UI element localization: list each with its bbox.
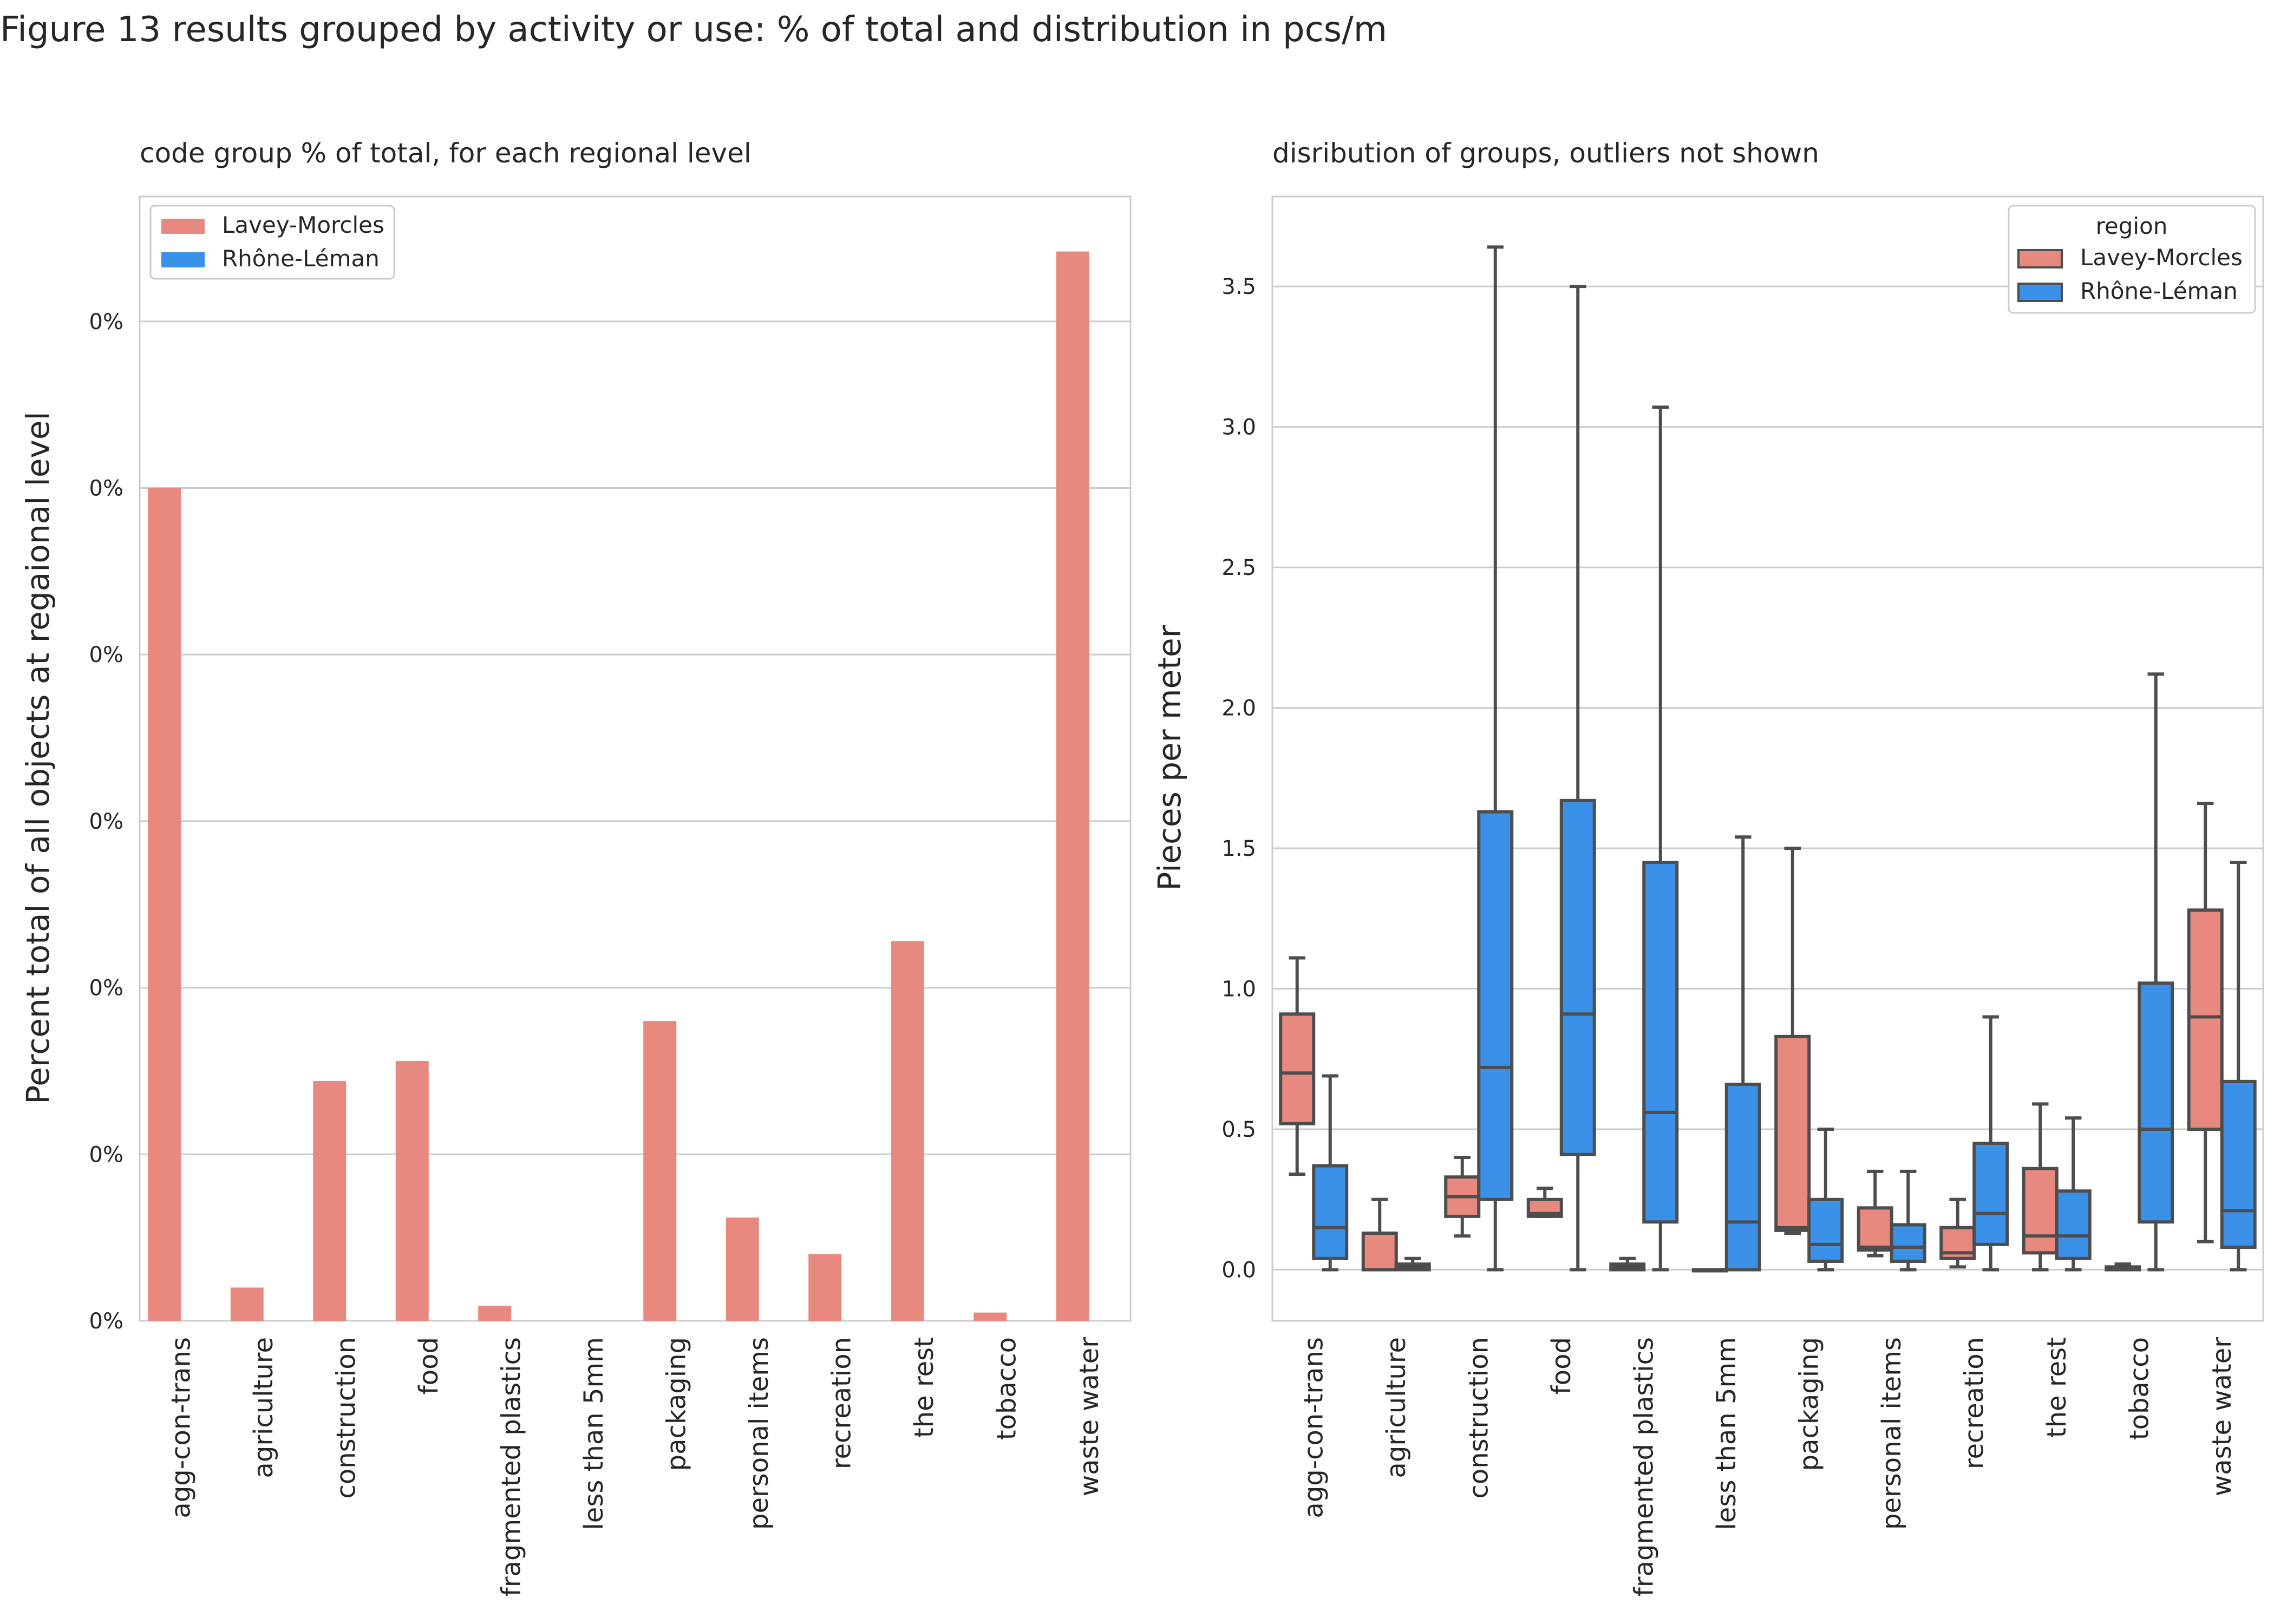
right-y-tick-label: 1.0	[1221, 977, 1256, 1002]
left-x-tick-label: food	[414, 1337, 444, 1394]
bar-lavey	[230, 1287, 264, 1321]
left-x-tick-label: recreation	[826, 1337, 857, 1469]
bar-lavey	[148, 488, 181, 1321]
box-lavey	[1774, 1034, 1811, 1232]
left-x-tick-label: less than 5mm	[579, 1337, 609, 1530]
box-rhone	[1807, 1197, 1844, 1263]
box-rhone	[2138, 981, 2174, 1224]
right-x-tick-label: packaging	[1794, 1337, 1824, 1471]
left-x-tick-label: agriculture	[249, 1337, 279, 1478]
bar-lavey	[478, 1306, 512, 1321]
right-legend-box	[2008, 205, 2256, 314]
left-legend-label: Lavey-Morcles	[222, 212, 384, 238]
right-x-tick-label: agriculture	[1381, 1337, 1412, 1478]
left-y-tick-label: 0%	[89, 643, 123, 667]
bar-lavey	[891, 941, 924, 1321]
box-lavey	[1857, 1206, 1893, 1252]
bar-lavey	[973, 1312, 1007, 1321]
bar-lavey	[808, 1254, 842, 1321]
right-plot-frame	[1271, 195, 2264, 1322]
left-chart-title: code group % of total, for each regional…	[140, 137, 752, 169]
right-legend-label: Rhône-Léman	[2080, 278, 2238, 304]
right-legend-swatch	[2017, 283, 2063, 302]
left-y-tick-label: 0%	[89, 310, 123, 335]
left-x-tick-label: tobacco	[991, 1337, 1022, 1440]
left-legend-swatch	[161, 219, 205, 234]
box-rhone	[1724, 1083, 1761, 1272]
right-x-tick-label: personal items	[1877, 1337, 1907, 1530]
right-x-tick-label: construction	[1463, 1337, 1494, 1499]
box-rhone	[1559, 798, 1596, 1156]
box-rhone	[2220, 1079, 2257, 1249]
right-x-tick-label: food	[1546, 1337, 1577, 1394]
bar-lavey	[1056, 251, 1089, 1321]
box-lavey	[1279, 1012, 1316, 1125]
box-rhone	[1972, 1141, 2009, 1246]
left-x-tick-label: construction	[331, 1337, 361, 1499]
right-x-tick-label: agg-con-trans	[1298, 1337, 1329, 1518]
right-y-tick-label: 2.0	[1221, 696, 1256, 721]
left-y-tick-label: 0%	[89, 1142, 123, 1167]
box-rhone	[2055, 1189, 2092, 1260]
bar-lavey	[313, 1081, 347, 1321]
left-legend-box	[149, 205, 395, 280]
right-legend-swatch	[2017, 249, 2063, 269]
right-y-tick-label: 3.0	[1221, 415, 1256, 440]
right-x-tick-label: fragmented plastics	[1629, 1337, 1659, 1596]
right-y-tick-label: 2.5	[1221, 555, 1256, 580]
box-lavey	[2022, 1167, 2059, 1255]
right-x-tick-label: the rest	[2042, 1337, 2072, 1438]
box-rhone	[1642, 861, 1679, 1224]
right-legend-label: Lavey-Morcles	[2080, 244, 2243, 271]
right-chart-title: disribution of groups, outliers not show…	[1272, 137, 1819, 169]
box-lavey	[1361, 1232, 1398, 1272]
left-plot-frame	[139, 195, 1132, 1322]
box-rhone	[1312, 1164, 1349, 1260]
box-rhone	[1477, 810, 1514, 1201]
box-rhone	[1890, 1223, 1926, 1263]
left-x-tick-label: agg-con-trans	[166, 1337, 196, 1518]
bar-lavey	[726, 1217, 759, 1321]
right-y-axis-label: Pieces per meter	[1151, 625, 1188, 890]
right-x-tick-label: waste water	[2207, 1337, 2237, 1496]
box-lavey	[2187, 908, 2224, 1131]
right-y-tick-label: 1.5	[1221, 836, 1256, 861]
right-x-tick-label: less than 5mm	[1711, 1337, 1742, 1530]
left-x-tick-label: packaging	[661, 1337, 691, 1471]
right-y-tick-label: 3.5	[1221, 274, 1256, 299]
left-y-tick-label: 0%	[89, 809, 123, 834]
right-x-tick-label: tobacco	[2124, 1337, 2154, 1440]
bar-lavey	[395, 1060, 429, 1321]
figure-title: Figure 13 results grouped by activity or…	[0, 10, 1388, 50]
left-x-tick-label: waste water	[1074, 1337, 1105, 1496]
left-y-tick-label: 0%	[89, 976, 123, 1001]
left-y-tick-label: 0%	[89, 1309, 123, 1334]
right-y-tick-label: 0.5	[1221, 1117, 1256, 1142]
left-x-tick-label: the rest	[909, 1337, 939, 1438]
left-legend-label: Rhône-Léman	[222, 245, 380, 272]
right-y-tick-label: 0.0	[1221, 1258, 1256, 1283]
left-y-tick-label: 0%	[89, 476, 123, 501]
right-legend-title: region	[2096, 213, 2168, 239]
bar-lavey	[643, 1021, 677, 1321]
left-legend-swatch	[161, 252, 205, 267]
left-x-tick-label: fragmented plastics	[496, 1337, 526, 1596]
right-x-tick-label: recreation	[1959, 1337, 1989, 1469]
left-x-tick-label: personal items	[744, 1337, 774, 1530]
left-y-axis-label: Percent total of all objects at regaiona…	[19, 411, 56, 1104]
